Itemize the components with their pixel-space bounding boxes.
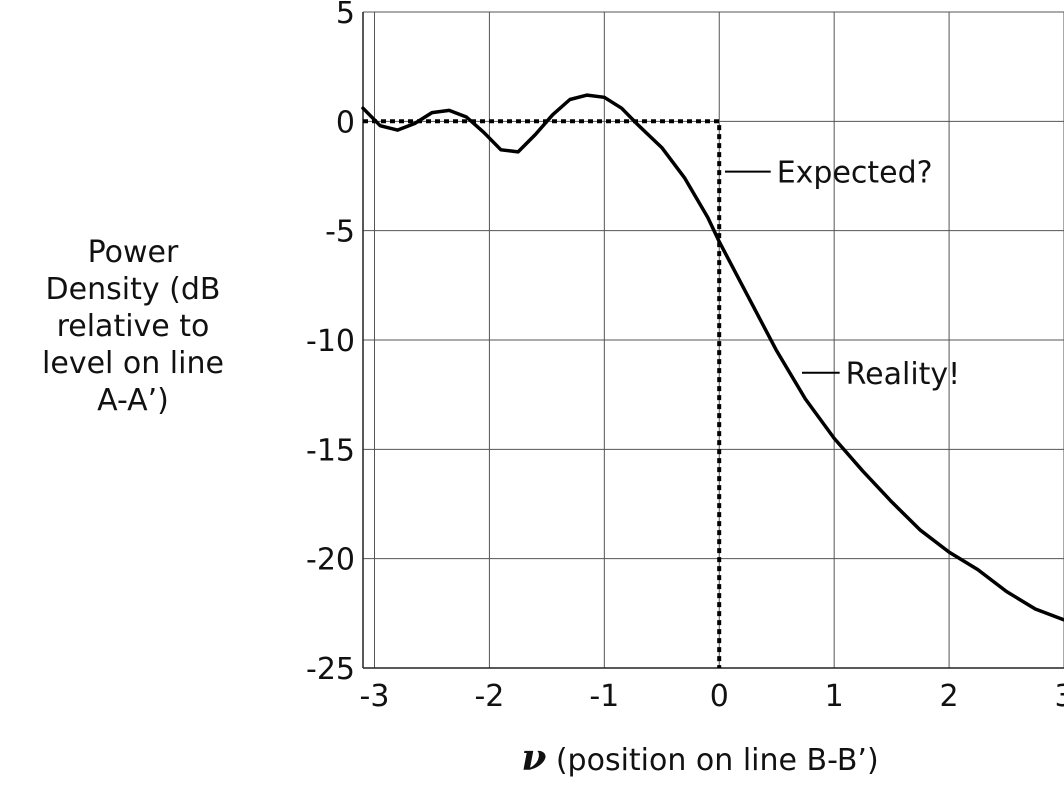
annotations: Expected? Reality! — [725, 156, 960, 392]
y-tick-label: -25 — [306, 652, 355, 687]
x-axis-label: ν (position on line B-B’) — [521, 737, 878, 779]
x-tick-label: 3 — [1054, 679, 1064, 714]
y-axis-label-line: level on line — [42, 346, 224, 381]
y-tick-label: 5 — [336, 0, 355, 31]
x-axis-label-text: (position on line B-B’) — [546, 743, 878, 778]
x-tick-label: 0 — [710, 679, 729, 714]
x-tick-label: -1 — [589, 679, 619, 714]
grid — [363, 12, 1064, 668]
expected-curve — [363, 121, 719, 668]
y-tick-label: -20 — [306, 543, 355, 578]
y-axis-label-line: relative to — [57, 309, 210, 344]
y-axis-label-line: A-A’) — [97, 383, 169, 418]
y-tick-label: -5 — [325, 215, 355, 250]
x-axis-label-symbol: ν — [521, 737, 546, 779]
y-tick-label: 0 — [336, 105, 355, 140]
y-tick-label: -10 — [306, 324, 355, 359]
x-tick-label: -2 — [474, 679, 504, 714]
y-axis-label-line: Power — [88, 235, 179, 270]
y-axis-label-line: Density (dB — [46, 272, 221, 307]
y-tick-label: -15 — [306, 433, 355, 468]
x-tick-label: 2 — [940, 679, 959, 714]
x-tick-label: -3 — [360, 679, 390, 714]
annotation-reality: Reality! — [846, 357, 961, 392]
x-tick-label: 1 — [825, 679, 844, 714]
annotation-expected: Expected? — [777, 156, 933, 191]
